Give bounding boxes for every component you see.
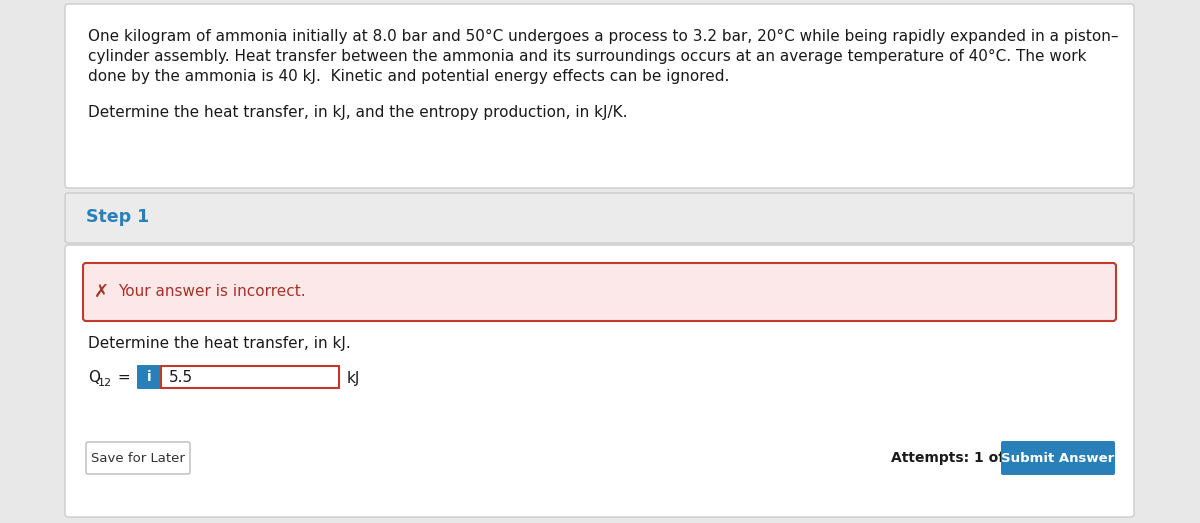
- FancyBboxPatch shape: [65, 245, 1134, 517]
- Text: Q: Q: [88, 370, 100, 385]
- Text: i: i: [146, 370, 151, 384]
- Text: kJ: kJ: [347, 370, 360, 385]
- Text: One kilogram of ammonia initially at 8.0 bar and 50°C undergoes a process to 3.2: One kilogram of ammonia initially at 8.0…: [88, 29, 1118, 44]
- FancyBboxPatch shape: [65, 4, 1134, 188]
- FancyBboxPatch shape: [1001, 441, 1115, 475]
- Text: Attempts: 1 of 3 used: Attempts: 1 of 3 used: [890, 451, 1061, 465]
- Text: 12: 12: [98, 378, 112, 388]
- Text: cylinder assembly. Heat transfer between the ammonia and its surroundings occurs: cylinder assembly. Heat transfer between…: [88, 49, 1086, 64]
- Text: Step 1: Step 1: [86, 208, 149, 226]
- Bar: [161, 366, 340, 388]
- Text: done by the ammonia is 40 kJ.  Kinetic and potential energy effects can be ignor: done by the ammonia is 40 kJ. Kinetic an…: [88, 69, 730, 84]
- Text: Submit Answer: Submit Answer: [1001, 451, 1115, 464]
- Text: Save for Later: Save for Later: [91, 451, 185, 464]
- FancyBboxPatch shape: [83, 263, 1116, 321]
- Text: =: =: [113, 370, 131, 385]
- FancyBboxPatch shape: [86, 442, 190, 474]
- Text: Your answer is incorrect.: Your answer is incorrect.: [118, 285, 306, 300]
- FancyBboxPatch shape: [65, 193, 1134, 243]
- Text: Determine the heat transfer, in kJ, and the entropy production, in kJ/K.: Determine the heat transfer, in kJ, and …: [88, 105, 628, 120]
- Text: 5.5: 5.5: [169, 370, 193, 384]
- Text: ✗: ✗: [94, 283, 108, 301]
- Text: Determine the heat transfer, in kJ.: Determine the heat transfer, in kJ.: [88, 336, 350, 351]
- FancyBboxPatch shape: [137, 365, 161, 389]
